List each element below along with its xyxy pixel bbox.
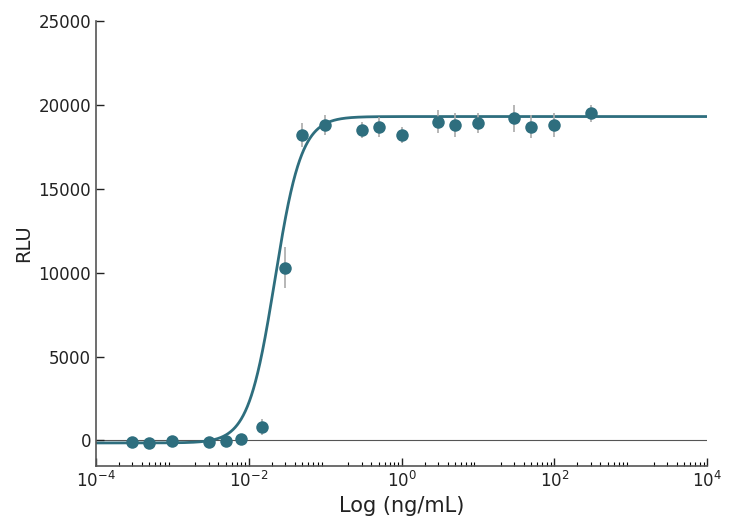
X-axis label: Log (ng/mL): Log (ng/mL) bbox=[339, 496, 464, 516]
Y-axis label: RLU: RLU bbox=[14, 224, 33, 262]
